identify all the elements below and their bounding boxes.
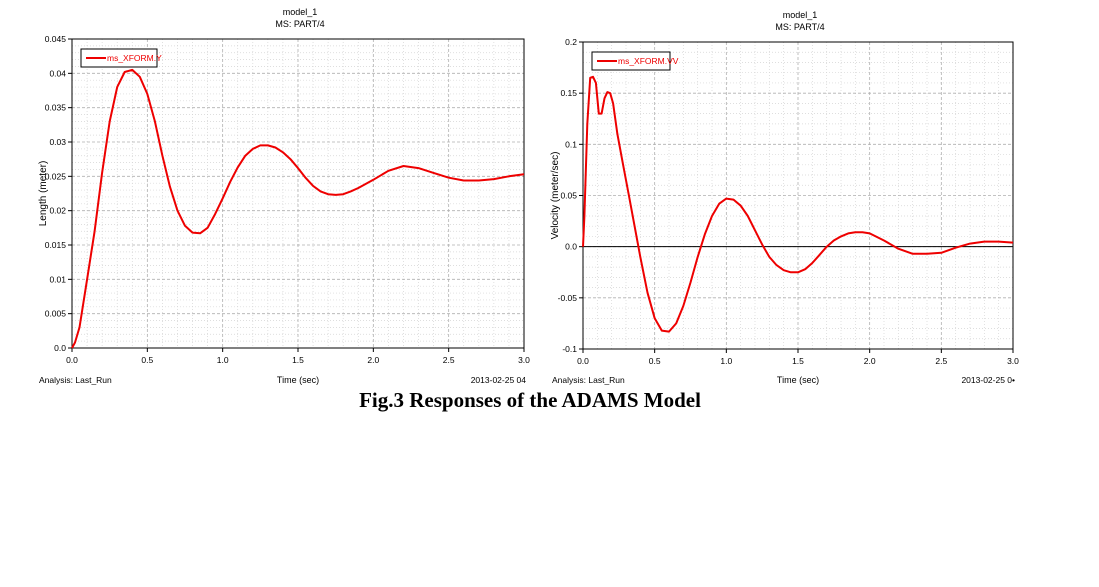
chart-title: model_1	[783, 10, 818, 20]
y-tick-label: 0.015	[45, 240, 67, 250]
y-tick-label: 0.2	[565, 37, 577, 47]
y-tick-label: 0.0	[54, 343, 66, 353]
x-tick-label: 0.5	[141, 355, 153, 365]
x-tick-label: 3.0	[518, 355, 530, 365]
chart-title: model_1	[283, 7, 318, 17]
y-axis-label: Length (meter)	[38, 161, 49, 227]
x-axis-label: Time (sec)	[777, 375, 819, 385]
chart-1: model_1 MS: PART/4 0.0 0.5 1.0 1.5 2.0 2.5 3.0 0.…	[38, 7, 530, 385]
y-tick-label: -0.05	[558, 293, 578, 303]
x-tick-label: 2.5	[443, 355, 455, 365]
y-tick-label: 0.03	[49, 137, 66, 147]
series-line-ms_XFORM.Y	[71, 68, 525, 349]
y-tick-label: 0.045	[45, 34, 67, 44]
x-tick-label: 0.0	[66, 355, 78, 365]
timestamp-label: 2013-02-25 0•	[961, 375, 1015, 385]
y-tick-label: 0.01	[49, 274, 66, 284]
series-line-ms_XFORM.VV	[582, 75, 1014, 333]
legend-box	[591, 51, 671, 71]
y-tick-label: 0.0	[565, 242, 577, 252]
analysis-label: Analysis: Last_Run	[552, 375, 625, 385]
x-tick-label: 1.0	[720, 356, 732, 366]
y-tick-label: 0.005	[45, 309, 67, 319]
figure-caption: Fig.3 Responses of the ADAMS Model	[359, 388, 701, 412]
timestamp-label: 2013-02-25 04	[471, 375, 527, 385]
legend-box	[80, 48, 158, 68]
x-tick-label: 0.5	[649, 356, 661, 366]
x-tick-label: 1.5	[792, 356, 804, 366]
x-tick-label: 2.5	[935, 356, 947, 366]
y-tick-label: -0.1	[562, 344, 577, 354]
y-tick-label: 0.035	[45, 103, 67, 113]
x-tick-label: 1.0	[217, 355, 229, 365]
x-tick-label: 3.0	[1007, 356, 1019, 366]
x-tick-label: 2.0	[864, 356, 876, 366]
legend-entry: ms_XFORM.Y	[107, 53, 162, 63]
y-tick-label: 0.025	[45, 171, 67, 181]
legend-entry: ms_XFORM.VV	[618, 56, 679, 66]
figure-charts: model_1 MS: PART/4 0.0 0.5 1.0 1.5 2.0 2.5 3.0 0.…	[38, 7, 1019, 385]
y-tick-label: 0.04	[49, 68, 66, 78]
x-tick-label: 1.5	[292, 355, 304, 365]
chart-2: model_1 MS: PART/4 0.0 0.5 1.0 1.5 2.0 2.5 3.0 -0…	[550, 10, 1019, 385]
chart-subtitle: MS: PART/4	[775, 22, 824, 32]
y-axis-label: Velocity (meter/sec)	[550, 152, 561, 240]
analysis-label: Analysis: Last_Run	[39, 375, 112, 385]
legend: ms_XFORM.Y	[80, 48, 162, 68]
x-tick-label: 2.0	[367, 355, 379, 365]
legend: ms_XFORM.VV	[591, 51, 679, 71]
chart-subtitle: MS: PART/4	[275, 19, 324, 29]
y-tick-label: 0.02	[49, 206, 66, 216]
x-axis-label: Time (sec)	[277, 375, 319, 385]
y-tick-label: 0.15	[560, 88, 577, 98]
y-tick-label: 0.05	[560, 191, 577, 201]
x-tick-label: 0.0	[577, 356, 589, 366]
y-tick-label: 0.1	[565, 139, 577, 149]
